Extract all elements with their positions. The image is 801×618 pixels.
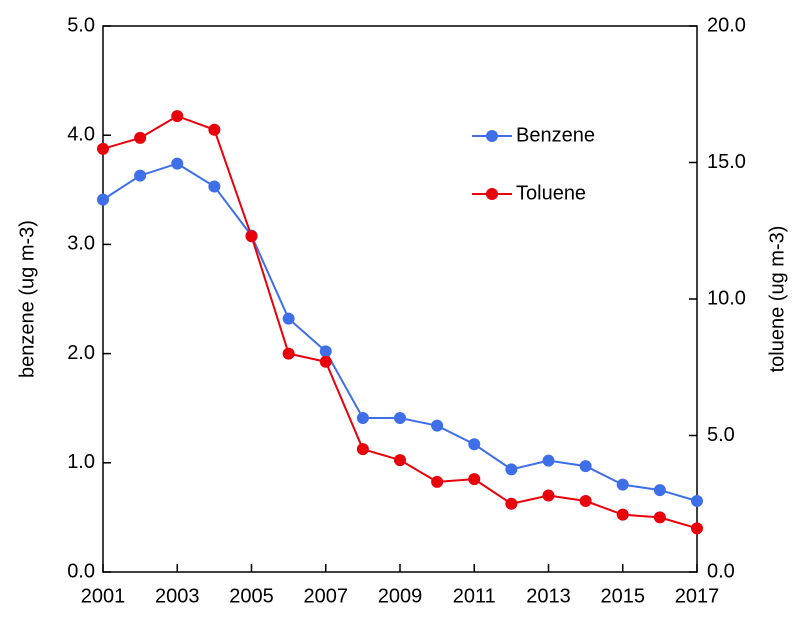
data-point (653, 484, 666, 497)
data-point (97, 193, 109, 206)
data-point (134, 169, 147, 182)
y2-tick-label: 5.0 (707, 424, 735, 446)
data-point (208, 180, 221, 193)
series-line (102, 114, 698, 530)
data-point (171, 110, 184, 123)
y-tick-label: 3.0 (67, 233, 95, 255)
data-point (505, 463, 518, 476)
x-tick-label: 2013 (526, 585, 571, 607)
x-tick-label: 2007 (304, 585, 349, 607)
data-point (319, 355, 332, 368)
x-tick-label: 2011 (453, 585, 496, 607)
y2-axis-label: toluene (ug m-3) (766, 226, 788, 373)
data-point (319, 345, 332, 358)
plot-frame (102, 25, 698, 573)
legend-marker (486, 130, 498, 142)
y-tick-label: 4.0 (67, 123, 95, 145)
x-tick-label: 2009 (378, 585, 423, 607)
legend-marker (486, 188, 498, 200)
y-tick-label: 2.0 (67, 342, 95, 364)
x-tick-label: 2017 (675, 585, 720, 607)
data-point (282, 312, 295, 325)
x-tick-label: 2003 (155, 585, 200, 607)
data-point (282, 347, 295, 360)
y2-tick-label: 15.0 (707, 151, 746, 173)
data-point (394, 454, 406, 467)
data-point (579, 460, 592, 473)
x-tick-label: 2001 (81, 585, 126, 607)
data-point (616, 508, 629, 521)
data-point (171, 157, 184, 170)
data-point (356, 443, 369, 456)
data-point (505, 497, 518, 510)
data-point (468, 473, 481, 486)
data-point (97, 142, 109, 155)
data-point (691, 495, 703, 508)
data-point (579, 495, 592, 508)
y-axis-label: benzene (ug m-3) (16, 220, 38, 378)
y2-tick-label: 10.0 (707, 287, 746, 309)
data-point (542, 489, 555, 502)
data-point (134, 131, 147, 144)
data-point (691, 522, 703, 535)
y-tick-label: 1.0 (67, 451, 95, 473)
y2-tick-label: 20.0 (707, 14, 746, 36)
data-point (616, 478, 629, 491)
data-point (431, 475, 444, 488)
y2-tick-label: 0.0 (707, 560, 735, 582)
data-point (542, 454, 555, 467)
data-point (245, 230, 258, 243)
legend-label: Benzene (516, 124, 595, 146)
data-point (653, 511, 666, 524)
data-point (356, 412, 369, 425)
y-tick-label: 5.0 (67, 14, 95, 36)
legend-label: Toluene (516, 182, 586, 204)
series-line (102, 162, 698, 502)
data-point (431, 419, 444, 432)
y-tick-label: 0.0 (67, 560, 95, 582)
data-point (394, 412, 406, 425)
x-tick-label: 2005 (229, 585, 274, 607)
data-point (468, 438, 481, 451)
data-point (208, 123, 221, 136)
x-tick-label: 2015 (601, 585, 646, 607)
